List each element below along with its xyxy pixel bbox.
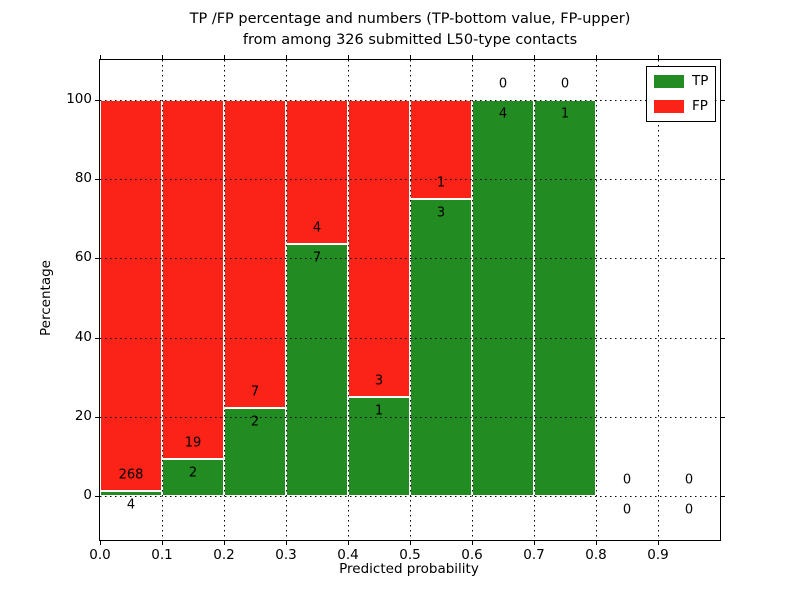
y-gridline: [100, 496, 720, 498]
x-tick-mark: [658, 541, 659, 545]
bar-tp-segment: [472, 99, 534, 497]
bar-tp-segment: [534, 99, 596, 497]
x-tick-mark-top: [596, 55, 597, 59]
y-tick-label: 60: [74, 249, 92, 266]
fp-count-label: 0: [684, 472, 694, 488]
tp-count-label: 7: [312, 250, 322, 266]
y-tick-mark-right: [721, 417, 725, 419]
fp-count-label: 19: [184, 435, 202, 451]
y-tick-label: 100: [66, 90, 92, 107]
x-tick-mark-top: [224, 55, 225, 59]
x-tick-label: 0.2: [213, 547, 235, 563]
chart-title-line2: from among 326 submitted L50-type contac…: [242, 32, 578, 48]
x-tick-label: 0.4: [337, 547, 359, 563]
x-tick-mark: [162, 541, 163, 545]
bar-fp-segment: [162, 99, 224, 459]
fp-legend-swatch: [654, 99, 684, 113]
tp-count-label: 0: [684, 502, 694, 518]
y-axis-title: Percentage: [38, 260, 54, 336]
bar-fp-segment: [348, 99, 410, 398]
x-tick-mark: [534, 541, 535, 545]
x-tick-mark: [472, 541, 473, 545]
chart-title-line1: TP /FP percentage and numbers (TP-bottom…: [189, 11, 631, 27]
x-tick-label: 0.5: [399, 547, 421, 563]
chart-title: TP /FP percentage and numbers (TP-bottom…: [60, 9, 760, 51]
y-tick-mark: [95, 496, 99, 498]
fp-count-label: 7: [250, 384, 260, 400]
bar-tp-segment: [224, 408, 286, 497]
legend: TP FP: [646, 66, 716, 122]
x-tick-label: 0.7: [523, 547, 545, 563]
bar-tp-segment: [286, 243, 348, 497]
x-tick-mark-top: [410, 55, 411, 59]
fp-count-label: 0: [560, 76, 570, 92]
y-tick-mark: [95, 179, 99, 180]
tp-count-label: 1: [560, 106, 570, 122]
bar-fp-segment: [224, 99, 286, 409]
x-tick-mark-top: [348, 55, 349, 59]
y-tick-mark: [95, 417, 99, 419]
fp-count-label: 0: [622, 472, 632, 488]
x-tick-label: 0.6: [461, 547, 483, 563]
legend-entry-tp: TP: [654, 73, 708, 89]
y-tick-label: 40: [74, 328, 92, 345]
y-tick-mark-right: [721, 258, 725, 260]
y-tick-label: 20: [74, 408, 92, 425]
fp-count-label: 0: [498, 76, 508, 92]
tp-count-label: 1: [374, 403, 384, 419]
y-tick-mark: [95, 337, 99, 339]
x-tick-mark-top: [472, 55, 473, 59]
tp-count-label: 0: [622, 502, 632, 518]
y-tick-mark: [95, 99, 99, 101]
bar-tp-segment: [348, 397, 410, 497]
x-axis-title: Predicted probability: [339, 561, 479, 577]
bar-tp-segment: [410, 198, 472, 497]
y-tick-mark-right: [721, 99, 725, 101]
x-tick-mark-top: [534, 55, 535, 59]
y-tick-label: 0: [83, 487, 92, 504]
x-tick-label: 0.1: [151, 547, 173, 563]
y-tick-mark-right: [721, 496, 725, 498]
tp-count-label: 4: [126, 497, 136, 513]
x-tick-mark-top: [286, 55, 287, 59]
x-tick-mark-top: [100, 55, 101, 59]
tp-count-label: 2: [250, 414, 260, 430]
legend-entry-fp: FP: [654, 98, 708, 114]
x-gridline: [658, 60, 659, 540]
x-tick-mark: [100, 541, 101, 545]
x-tick-mark: [224, 541, 225, 545]
x-tick-label: 0.8: [585, 547, 607, 563]
x-tick-mark: [286, 541, 287, 545]
tp-count-label: 3: [436, 205, 446, 221]
x-tick-mark-top: [658, 55, 659, 59]
tp-count-label: 2: [188, 465, 198, 481]
y-tick-mark-right: [721, 337, 725, 339]
x-tick-mark: [596, 541, 597, 545]
bar-fp-segment: [100, 99, 162, 491]
x-tick-label: 0.3: [275, 547, 297, 563]
fp-count-label: 3: [374, 373, 384, 389]
fp-count-label: 268: [118, 467, 144, 483]
plot-area: 268 4 19 2 7 2 4 7 3 1 1 3 0 4 0 1 0 0 0 0 0.0 0.1 0.2 0.3 0.4 0…: [66, 55, 725, 563]
fp-count-label: 1: [436, 175, 446, 191]
tp-legend-label: TP: [692, 73, 709, 89]
y-tick-mark: [95, 258, 99, 260]
bar-fp-segment: [410, 99, 472, 199]
x-tick-mark-top: [162, 55, 163, 59]
x-tick-label: 0.0: [89, 547, 111, 563]
tp-legend-swatch: [654, 74, 684, 88]
x-tick-mark: [348, 541, 349, 545]
x-tick-label: 0.9: [647, 547, 669, 563]
tp-count-label: 4: [498, 106, 508, 122]
x-tick-mark: [410, 541, 411, 545]
fp-legend-label: FP: [692, 98, 708, 114]
fp-count-label: 4: [312, 220, 322, 236]
bar-tp-segment: [100, 490, 162, 497]
y-tick-mark-right: [721, 179, 725, 180]
bar-fp-segment: [286, 99, 348, 244]
x-gridline: [596, 60, 597, 540]
y-tick-label: 80: [74, 170, 92, 186]
